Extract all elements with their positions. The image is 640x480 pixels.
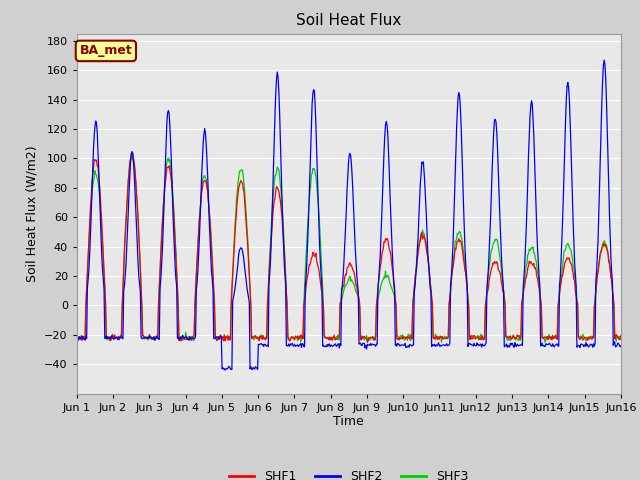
SHF1	[223, 335, 231, 340]
SHF1	[417, 238, 424, 243]
SHF2	[221, 367, 229, 373]
SHF2	[223, 366, 231, 372]
SHF3	[73, 339, 81, 345]
Line: SHF2: SHF2	[77, 60, 621, 370]
SHF3	[416, 238, 424, 244]
SHF2	[139, 336, 147, 342]
SHF3	[541, 339, 549, 345]
SHF1	[83, 285, 90, 291]
SHF2	[194, 268, 202, 274]
SHF3	[617, 336, 625, 342]
SHF1	[128, 149, 136, 155]
SHF3	[223, 333, 231, 338]
Text: BA_met: BA_met	[79, 44, 132, 58]
SHF1	[433, 334, 440, 339]
Line: SHF1: SHF1	[77, 152, 621, 342]
SHF2	[83, 336, 90, 342]
SHF1	[73, 332, 81, 338]
SHF3	[431, 331, 439, 337]
SHF3	[128, 154, 136, 159]
Title: Soil Heat Flux: Soil Heat Flux	[296, 13, 401, 28]
SHF2	[73, 337, 81, 343]
SHF1	[617, 333, 625, 338]
SHF1	[140, 333, 147, 338]
Y-axis label: Soil Heat Flux (W/m2): Soil Heat Flux (W/m2)	[26, 145, 38, 282]
SHF1	[195, 230, 202, 236]
SHF3	[83, 287, 90, 293]
SHF1	[364, 339, 371, 345]
SHF3	[195, 228, 202, 234]
SHF2	[600, 57, 608, 63]
SHF2	[617, 343, 625, 349]
Legend: SHF1, SHF2, SHF3: SHF1, SHF2, SHF3	[224, 465, 474, 480]
SHF2	[416, 199, 424, 205]
Line: SHF3: SHF3	[77, 156, 621, 342]
X-axis label: Time: Time	[333, 415, 364, 429]
SHF3	[140, 335, 147, 340]
SHF2	[431, 343, 439, 349]
